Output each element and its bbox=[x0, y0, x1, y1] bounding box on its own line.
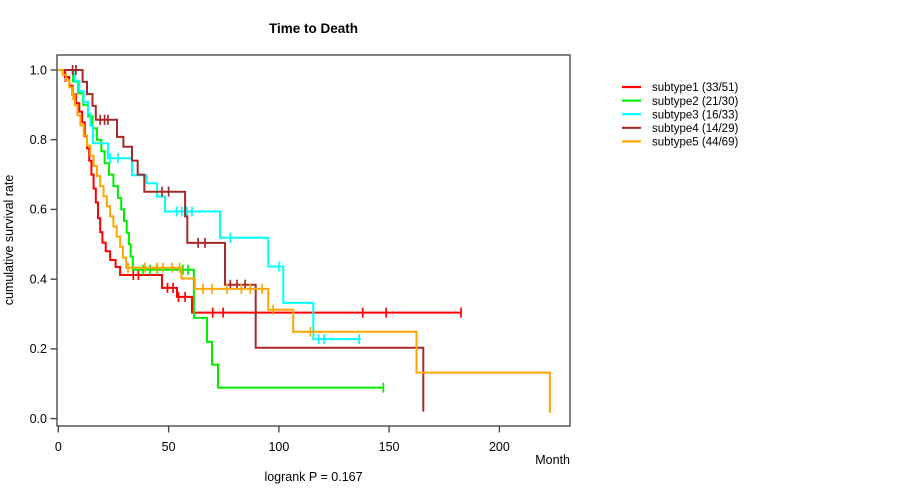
km-curve-subtype5 bbox=[58, 69, 551, 413]
y-axis-tick-label: 0.0 bbox=[30, 412, 47, 426]
legend-label-subtype1: subtype1 (33/51) bbox=[652, 82, 738, 94]
km-curve-subtype3 bbox=[58, 69, 361, 341]
legend-item-subtype2: subtype2 (21/30) bbox=[622, 96, 738, 108]
series-layer bbox=[58, 65, 551, 413]
axes-layer: 0 50 100 150 200 0.0 0.2 0.4 0.6 0.8 1.0 bbox=[30, 63, 510, 454]
legend-label-subtype4: subtype4 (14/29) bbox=[652, 123, 738, 135]
y-axis-tick-label: 0.2 bbox=[30, 342, 47, 356]
y-axis-tick-label: 0.4 bbox=[30, 273, 47, 287]
logrank-annotation: logrank P = 0.167 bbox=[264, 470, 362, 484]
x-axis-tick-label: 50 bbox=[162, 440, 176, 454]
x-axis-tick-label: 150 bbox=[379, 440, 400, 454]
km-curve-subtype1 bbox=[58, 69, 461, 314]
legend-item-subtype5: subtype5 (44/69) bbox=[622, 137, 738, 149]
y-axis-tick-label: 1.0 bbox=[30, 63, 47, 77]
legend-label-subtype5: subtype5 (44/69) bbox=[652, 137, 738, 149]
y-axis-tick-label: 0.6 bbox=[30, 203, 47, 217]
y-axis-label: cumulative survival rate bbox=[2, 175, 16, 306]
legend-label-subtype2: subtype2 (21/30) bbox=[652, 96, 738, 108]
x-axis-tick-label: 0 bbox=[55, 440, 62, 454]
x-axis-label: Month bbox=[535, 453, 570, 467]
x-axis-tick-label: 200 bbox=[489, 440, 510, 454]
chart-title: Time to Death bbox=[269, 21, 358, 36]
x-axis-tick-label: 100 bbox=[268, 440, 289, 454]
y-axis-tick-label: 0.8 bbox=[30, 133, 47, 147]
legend-item-subtype4: subtype4 (14/29) bbox=[622, 123, 738, 135]
legend: subtype1 (33/51) subtype2 (21/30)subtype3… bbox=[622, 82, 738, 149]
legend-item-subtype3: subtype3 (16/33) bbox=[622, 109, 738, 121]
legend-label-subtype3: subtype3 (16/33) bbox=[652, 109, 738, 121]
plot-frame bbox=[56, 54, 571, 427]
km-curve-subtype4 bbox=[58, 69, 425, 412]
legend-item-subtype1: subtype1 (33/51) bbox=[622, 82, 738, 94]
